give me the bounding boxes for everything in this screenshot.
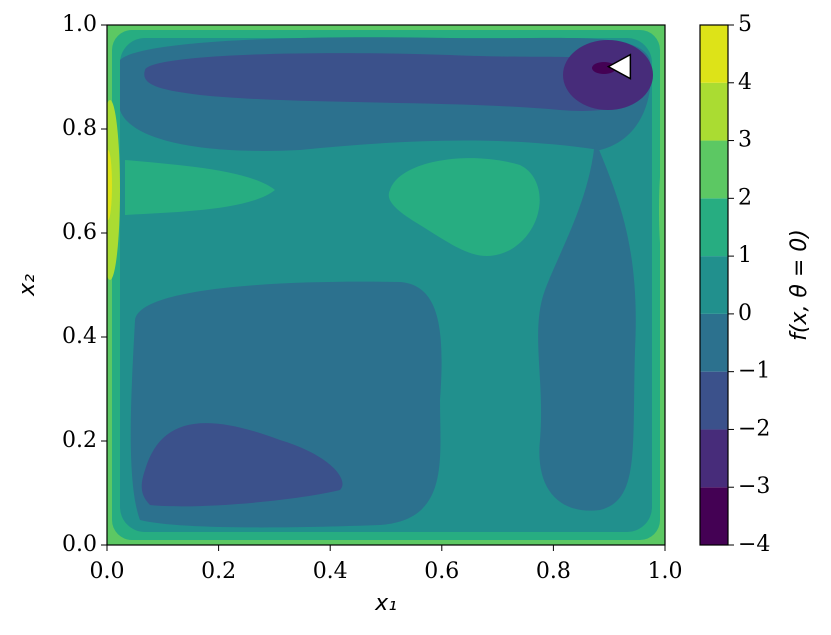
colorbar-tick-label: 1 <box>738 243 752 268</box>
colorbar-tick-label: 5 <box>738 12 752 37</box>
colorbar-tick-label: −4 <box>738 532 770 557</box>
contour-region <box>141 423 343 507</box>
colorbar-tick-label: 0 <box>738 301 752 326</box>
y-tick-label: 0.8 <box>62 116 97 141</box>
marker <box>606 53 632 80</box>
contour-region <box>107 150 112 220</box>
colorbar-band <box>700 313 728 372</box>
colorbar-band <box>700 140 728 199</box>
contour-region <box>538 140 636 511</box>
colorbar-tick-label: −2 <box>738 416 770 441</box>
x-tick-label: 0.2 <box>201 559 236 584</box>
colorbar-band <box>700 198 728 257</box>
x-tick-label: 1.0 <box>648 559 683 584</box>
y-tick-label: 0.4 <box>62 324 97 349</box>
y-tick-label: 1.0 <box>62 12 97 37</box>
colorbar-band <box>700 25 728 83</box>
colorbar-band <box>700 487 728 545</box>
colorbar-tick-label: −1 <box>738 359 770 384</box>
plot-frame <box>106 24 666 546</box>
colorbar-band <box>700 256 728 314</box>
colorbar-tick-label: 3 <box>738 128 752 153</box>
colorbar-frame <box>699 24 729 546</box>
y-tick-label: 0.0 <box>62 532 97 557</box>
x-tick-label: 0.6 <box>424 559 459 584</box>
contour-region <box>388 158 540 256</box>
contour-region <box>563 40 653 110</box>
x-axis-label: x₁ <box>374 591 397 616</box>
x-tick-label: 0.0 <box>90 559 125 584</box>
y-axis-label: x₂ <box>15 274 40 297</box>
colorbar-band <box>700 429 728 488</box>
x-tick-label: 0.4 <box>313 559 348 584</box>
colorbar-band <box>700 371 728 430</box>
colorbar-band <box>700 82 728 141</box>
colorbar-tick-label: 4 <box>738 70 752 95</box>
y-tick-label: 0.2 <box>62 428 97 453</box>
colorbar-tick-label: 2 <box>738 185 752 210</box>
contour-region <box>107 100 120 280</box>
contour-field <box>107 25 665 545</box>
contour-region <box>659 160 665 260</box>
contour-region <box>144 53 649 111</box>
colorbar-label: f(x, θ = 0) <box>787 229 812 341</box>
contour-region <box>125 160 275 215</box>
colorbar-tick-label: −3 <box>738 474 770 499</box>
y-tick-label: 0.6 <box>62 220 97 245</box>
x-tick-label: 0.8 <box>536 559 571 584</box>
